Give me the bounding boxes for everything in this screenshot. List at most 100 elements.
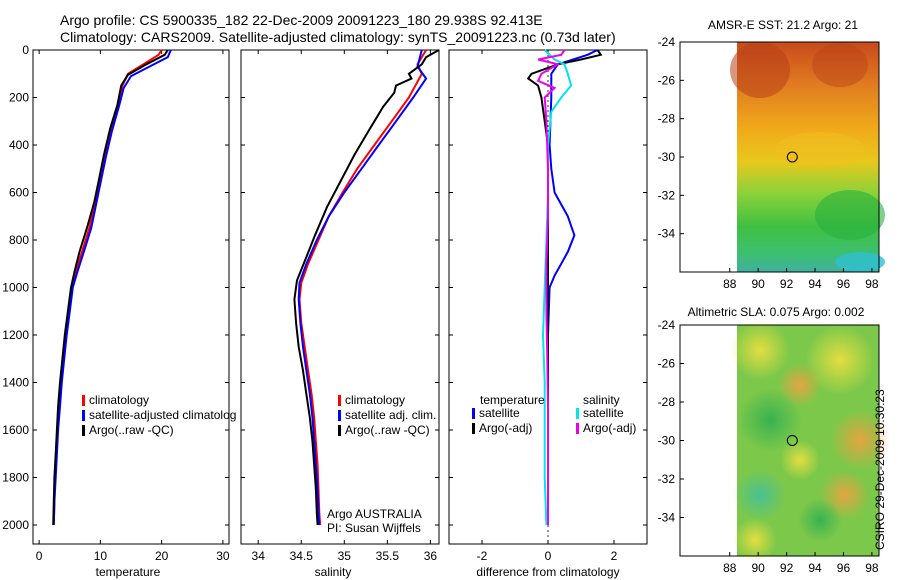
series-line-red	[52, 49, 163, 526]
map-y-tick-label: -32	[658, 472, 676, 486]
map-x-tick-label: 96	[837, 561, 851, 575]
sla-blob	[780, 440, 820, 480]
legend-label: Argo(..raw -QC)	[345, 423, 430, 437]
temperature-xlabel: temperature	[96, 565, 161, 579]
map-y-tick-label: -28	[658, 395, 676, 409]
legend-label: satellite	[583, 406, 624, 420]
legend-label: Argo(..raw -QC)	[89, 423, 174, 437]
sst-green-patch	[815, 190, 885, 240]
map-y-tick-label: -30	[658, 434, 676, 448]
sla-blob	[830, 410, 890, 470]
x-tick-label: 20	[155, 549, 169, 563]
x-tick-label: 34.5	[290, 549, 314, 563]
legend-label: satellite adj. clim.	[345, 408, 436, 422]
legend-swatch	[338, 425, 341, 436]
sla-argo-marker	[786, 435, 798, 446]
salinity-axes-frame	[240, 49, 440, 545]
map-y-tick-label: -26	[658, 73, 676, 87]
sla-blob	[734, 469, 786, 521]
x-tick-label: 36	[424, 549, 438, 563]
legend-label: climatology	[345, 393, 405, 407]
legend-swatch	[82, 395, 85, 406]
difference-panel: -2 0 2 temperature salinitysatelliteArgo(-a…	[448, 49, 648, 579]
sla-blob	[805, 325, 875, 395]
legend-label: satellite	[479, 406, 520, 420]
legend-swatch	[338, 395, 341, 406]
map-y-tick-label: -30	[658, 150, 676, 164]
y-tick-label: 2000	[2, 518, 29, 532]
series-line-black	[52, 49, 169, 526]
series-line-blue	[52, 49, 172, 526]
argo-australia-label: Argo AUSTRALIA	[327, 507, 422, 521]
map-y-tick-label: -24	[658, 318, 676, 332]
series-line-black	[526, 49, 603, 525]
legend-swatch	[82, 425, 85, 436]
sla-map-panel: Altimetric SLA: 0.075 Argo: 0.002 88 90 92…	[658, 305, 890, 575]
y-tick-label: 200	[9, 91, 29, 105]
difference-ticks: -2 0 2	[449, 49, 647, 563]
sla-blob	[733, 518, 777, 562]
map-x-tick-label: 96	[837, 277, 851, 291]
sst-map-title: AMSR-E SST: 21.2 Argo: 21	[708, 18, 858, 32]
temperature-panel: 0 10 20 30 0 200 400 600 800 1000 1200 1400 1600 1800…	[2, 43, 236, 579]
y-tick-label: 1800	[2, 471, 29, 485]
sst-yellow-patch	[775, 132, 865, 168]
series-line-black	[293, 49, 440, 526]
x-tick-label: 30	[216, 549, 230, 563]
sla-blob	[730, 320, 790, 380]
temperature-axes-frame	[32, 49, 230, 545]
pi-label: PI: Susan Wijffels	[327, 521, 421, 535]
x-tick-label: 34	[252, 549, 266, 563]
map-x-tick-label: 94	[808, 561, 822, 575]
sla-map-ticks: 88 90 92 94 96 98 -24 -26 -28 -30 -32 -34	[658, 318, 879, 575]
map-y-tick-label: -34	[658, 227, 676, 241]
difference-lines	[526, 49, 603, 526]
y-tick-label: 1200	[2, 328, 29, 342]
map-y-tick-label: -34	[658, 511, 676, 525]
y-tick-label: 1400	[2, 376, 29, 390]
sla-blob	[738, 388, 802, 452]
x-tick-label: 35	[338, 549, 352, 563]
series-line-blue	[297, 49, 428, 526]
sst-warm-patch	[812, 43, 868, 87]
x-tick-label: 10	[94, 549, 108, 563]
x-tick-label: -2	[477, 549, 488, 563]
y-tick-label: 1000	[2, 281, 29, 295]
legend-swatch	[472, 408, 475, 419]
sla-map-title: Altimetric SLA: 0.075 Argo: 0.002	[688, 305, 865, 319]
salinity-xlabel: salinity	[315, 565, 352, 579]
y-tick-label: 400	[9, 138, 29, 152]
series-line-magenta	[536, 49, 566, 525]
legend-swatch	[472, 423, 475, 434]
legend-swatch	[338, 410, 341, 421]
sst-cyan-patch	[835, 252, 885, 272]
map-x-tick-label: 88	[723, 277, 737, 291]
x-tick-label: 35.5	[376, 549, 400, 563]
y-tick-label: 800	[9, 233, 29, 247]
y-tick-label: 600	[9, 186, 29, 200]
y-tick-label: 0	[22, 43, 29, 57]
sst-map-panel: AMSR-E SST: 21.2 Argo: 21 88 90 92 94 96 98 -2…	[658, 18, 885, 291]
map-y-tick-label: -24	[658, 35, 676, 49]
series-line-red	[298, 49, 427, 526]
legend-label: satellite-adjusted climatolog	[89, 408, 236, 422]
sst-warm-patch	[730, 42, 790, 98]
sst-argo-marker	[786, 151, 798, 163]
map-y-tick-label: -26	[658, 357, 676, 371]
x-tick-label: 0	[545, 549, 552, 563]
map-x-tick-label: 98	[865, 277, 879, 291]
legend-swatch	[576, 408, 579, 419]
legend-swatch	[82, 410, 85, 421]
x-tick-label: 0	[36, 549, 43, 563]
sst-map-ticks: 88 90 92 94 96 98 -24 -26 -28 -30 -32 -34	[658, 35, 879, 291]
legend-title: temperature	[480, 393, 545, 407]
figure-subtitle: Climatology: CARS2009. Satellite-adjuste…	[60, 29, 616, 45]
legend-swatch	[576, 423, 579, 434]
difference-xlabel: difference from climatology	[476, 565, 619, 579]
series-line-blue	[547, 49, 598, 525]
map-x-tick-label: 92	[780, 277, 794, 291]
csiro-timestamp: CSIRO 29-Dec-2009 10:30:23	[873, 389, 887, 550]
